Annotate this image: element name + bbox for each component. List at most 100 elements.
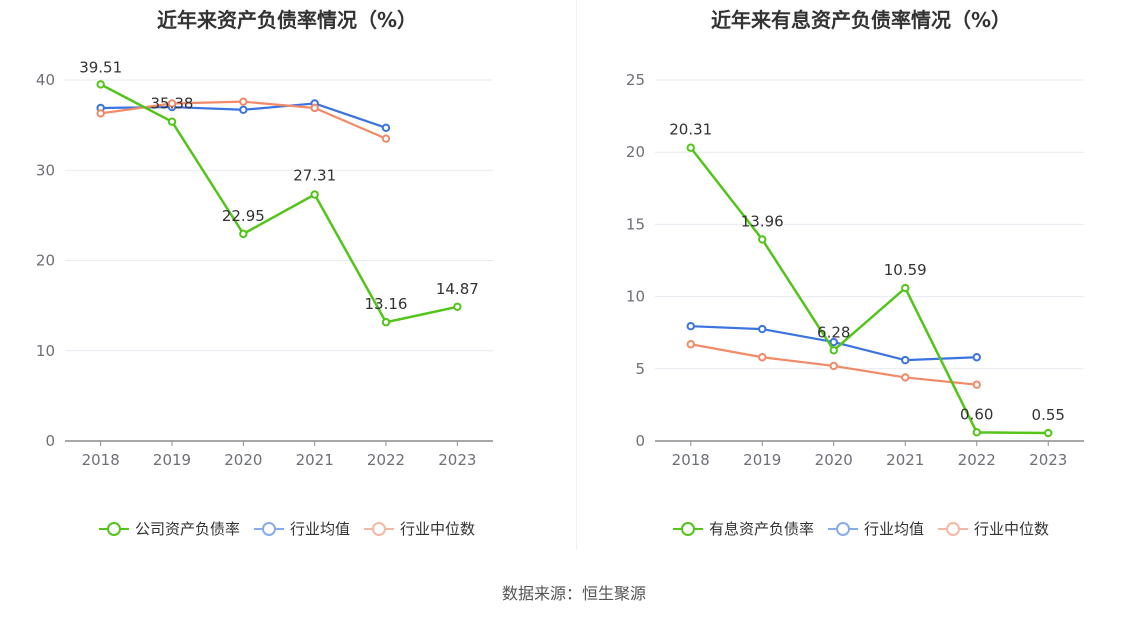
y-tick-label: 10: [626, 288, 645, 306]
x-tick-label: 2019: [743, 451, 781, 469]
data-label: 0.60: [960, 405, 993, 423]
data-point[interactable]: [96, 80, 105, 89]
legend-dot: [946, 521, 960, 536]
y-tick-label: 25: [626, 71, 645, 89]
x-tick-label: 2021: [296, 451, 334, 469]
data-point[interactable]: [758, 324, 767, 334]
legend-label: 行业中位数: [974, 520, 1050, 538]
chart-left: 近年来资产负债率情况（%） 0 10 20 30 40 2018 2019 2020 2021 2…: [0, 0, 574, 560]
y-tick-label: 20: [36, 252, 55, 270]
legend-marker-icon: [364, 521, 394, 537]
y-tick-label: 20: [626, 143, 645, 161]
data-point[interactable]: [972, 353, 981, 362]
x-tick-label: 2018: [82, 451, 120, 469]
data-point[interactable]: [381, 318, 391, 327]
x-tick-label: 2020: [224, 451, 262, 469]
data-point[interactable]: [381, 134, 391, 143]
data-point[interactable]: [239, 229, 248, 239]
y-tick-label: 10: [36, 342, 55, 360]
y-tick-label: 15: [626, 215, 645, 233]
legend-dot: [372, 521, 386, 536]
legend-marker-icon: [827, 521, 858, 537]
data-point[interactable]: [972, 428, 981, 437]
data-label: 27.31: [293, 167, 336, 185]
y-tick-label: 0: [635, 432, 645, 450]
data-label: 13.16: [365, 295, 408, 313]
x-tick-label: 2020: [815, 451, 853, 469]
legend-dot: [835, 521, 850, 536]
y-tick-label: 40: [36, 71, 55, 89]
data-label: 14.87: [436, 280, 479, 298]
data-point[interactable]: [167, 99, 177, 108]
legend-item[interactable]: 有息资产负债率: [672, 518, 814, 539]
legend-item[interactable]: 行业中位数: [938, 518, 1049, 539]
legend-dot: [680, 521, 695, 536]
legend: 有息资产负债率 行业均值 行业中位数: [574, 518, 1148, 539]
legend-item[interactable]: 行业均值: [827, 518, 924, 539]
legend-item[interactable]: 行业均值: [253, 518, 350, 539]
legend-item[interactable]: 行业中位数: [364, 518, 475, 539]
panel-divider: [576, 0, 577, 550]
x-tick-label: 2022: [367, 451, 405, 469]
data-label: 35.38: [151, 95, 194, 113]
x-tick-label: 2019: [153, 451, 191, 469]
legend-item[interactable]: 公司资产负债率: [98, 518, 240, 539]
data-point[interactable]: [381, 123, 391, 133]
chart-title: 近年来有息资产负债率情况（%）: [710, 8, 1012, 32]
data-label: 6.28: [817, 323, 850, 341]
legend-marker-icon: [938, 521, 968, 537]
data-label: 39.51: [79, 58, 122, 76]
series-line: [689, 146, 1049, 435]
data-point[interactable]: [901, 355, 910, 365]
legend-dot: [261, 521, 276, 536]
data-point[interactable]: [972, 380, 981, 389]
data-label: 0.55: [1032, 406, 1065, 424]
chart-plot: 0 10 20 30 40 2018 2019 2020 2021 2022 2023 39.51 35…: [36, 58, 493, 469]
chart-plot: 0 5 10 15 20 25 2018 2019 2020 2021 2022 2023 20.31 1…: [626, 71, 1084, 469]
data-point[interactable]: [829, 346, 838, 355]
legend: 公司资产负债率 行业均值 行业中位数: [0, 518, 574, 539]
data-point[interactable]: [1044, 428, 1053, 438]
data-point[interactable]: [686, 322, 695, 331]
legend-marker-icon: [672, 521, 703, 537]
data-point[interactable]: [310, 103, 319, 113]
data-point[interactable]: [96, 109, 105, 118]
legend-label: 行业中位数: [400, 520, 476, 538]
data-label: 20.31: [669, 121, 712, 139]
data-label: 13.96: [741, 212, 784, 230]
data-point[interactable]: [758, 353, 767, 362]
data-point[interactable]: [453, 302, 462, 311]
x-tick-label: 2023: [1029, 451, 1067, 469]
data-point[interactable]: [239, 105, 248, 114]
legend-label: 公司资产负债率: [134, 520, 240, 538]
legend-dot: [106, 521, 121, 536]
x-tick-label: 2018: [672, 451, 710, 469]
legend-label: 行业均值: [289, 520, 350, 538]
data-label: 22.95: [222, 207, 265, 225]
x-tick-label: 2021: [886, 451, 924, 469]
data-point[interactable]: [310, 190, 319, 199]
x-tick-label: 2023: [438, 451, 476, 469]
data-point[interactable]: [758, 235, 767, 244]
data-point[interactable]: [686, 340, 695, 349]
legend-marker-icon: [253, 521, 284, 537]
y-tick-label: 30: [36, 161, 55, 179]
x-tick-label: 2022: [958, 451, 996, 469]
data-point[interactable]: [829, 337, 838, 347]
data-point[interactable]: [167, 117, 177, 126]
data-point[interactable]: [829, 361, 838, 371]
data-point[interactable]: [239, 97, 248, 106]
legend-label: 有息资产负债率: [708, 520, 814, 538]
data-point[interactable]: [686, 143, 695, 152]
series-line: [100, 83, 458, 324]
y-tick-label: 0: [45, 432, 55, 450]
legend-label: 行业均值: [863, 520, 924, 538]
data-source-note: 数据来源：恒生聚源: [501, 584, 646, 603]
chart-title: 近年来资产负债率情况（%）: [156, 8, 418, 32]
data-point[interactable]: [901, 373, 910, 382]
data-label: 10.59: [884, 261, 927, 279]
data-point[interactable]: [901, 283, 910, 293]
legend-marker-icon: [98, 521, 129, 537]
chart-right: 近年来有息资产负债率情况（%） 0 5 10 15 20 25 2018 2019 2020 20…: [574, 0, 1148, 560]
y-tick-label: 5: [635, 360, 645, 378]
